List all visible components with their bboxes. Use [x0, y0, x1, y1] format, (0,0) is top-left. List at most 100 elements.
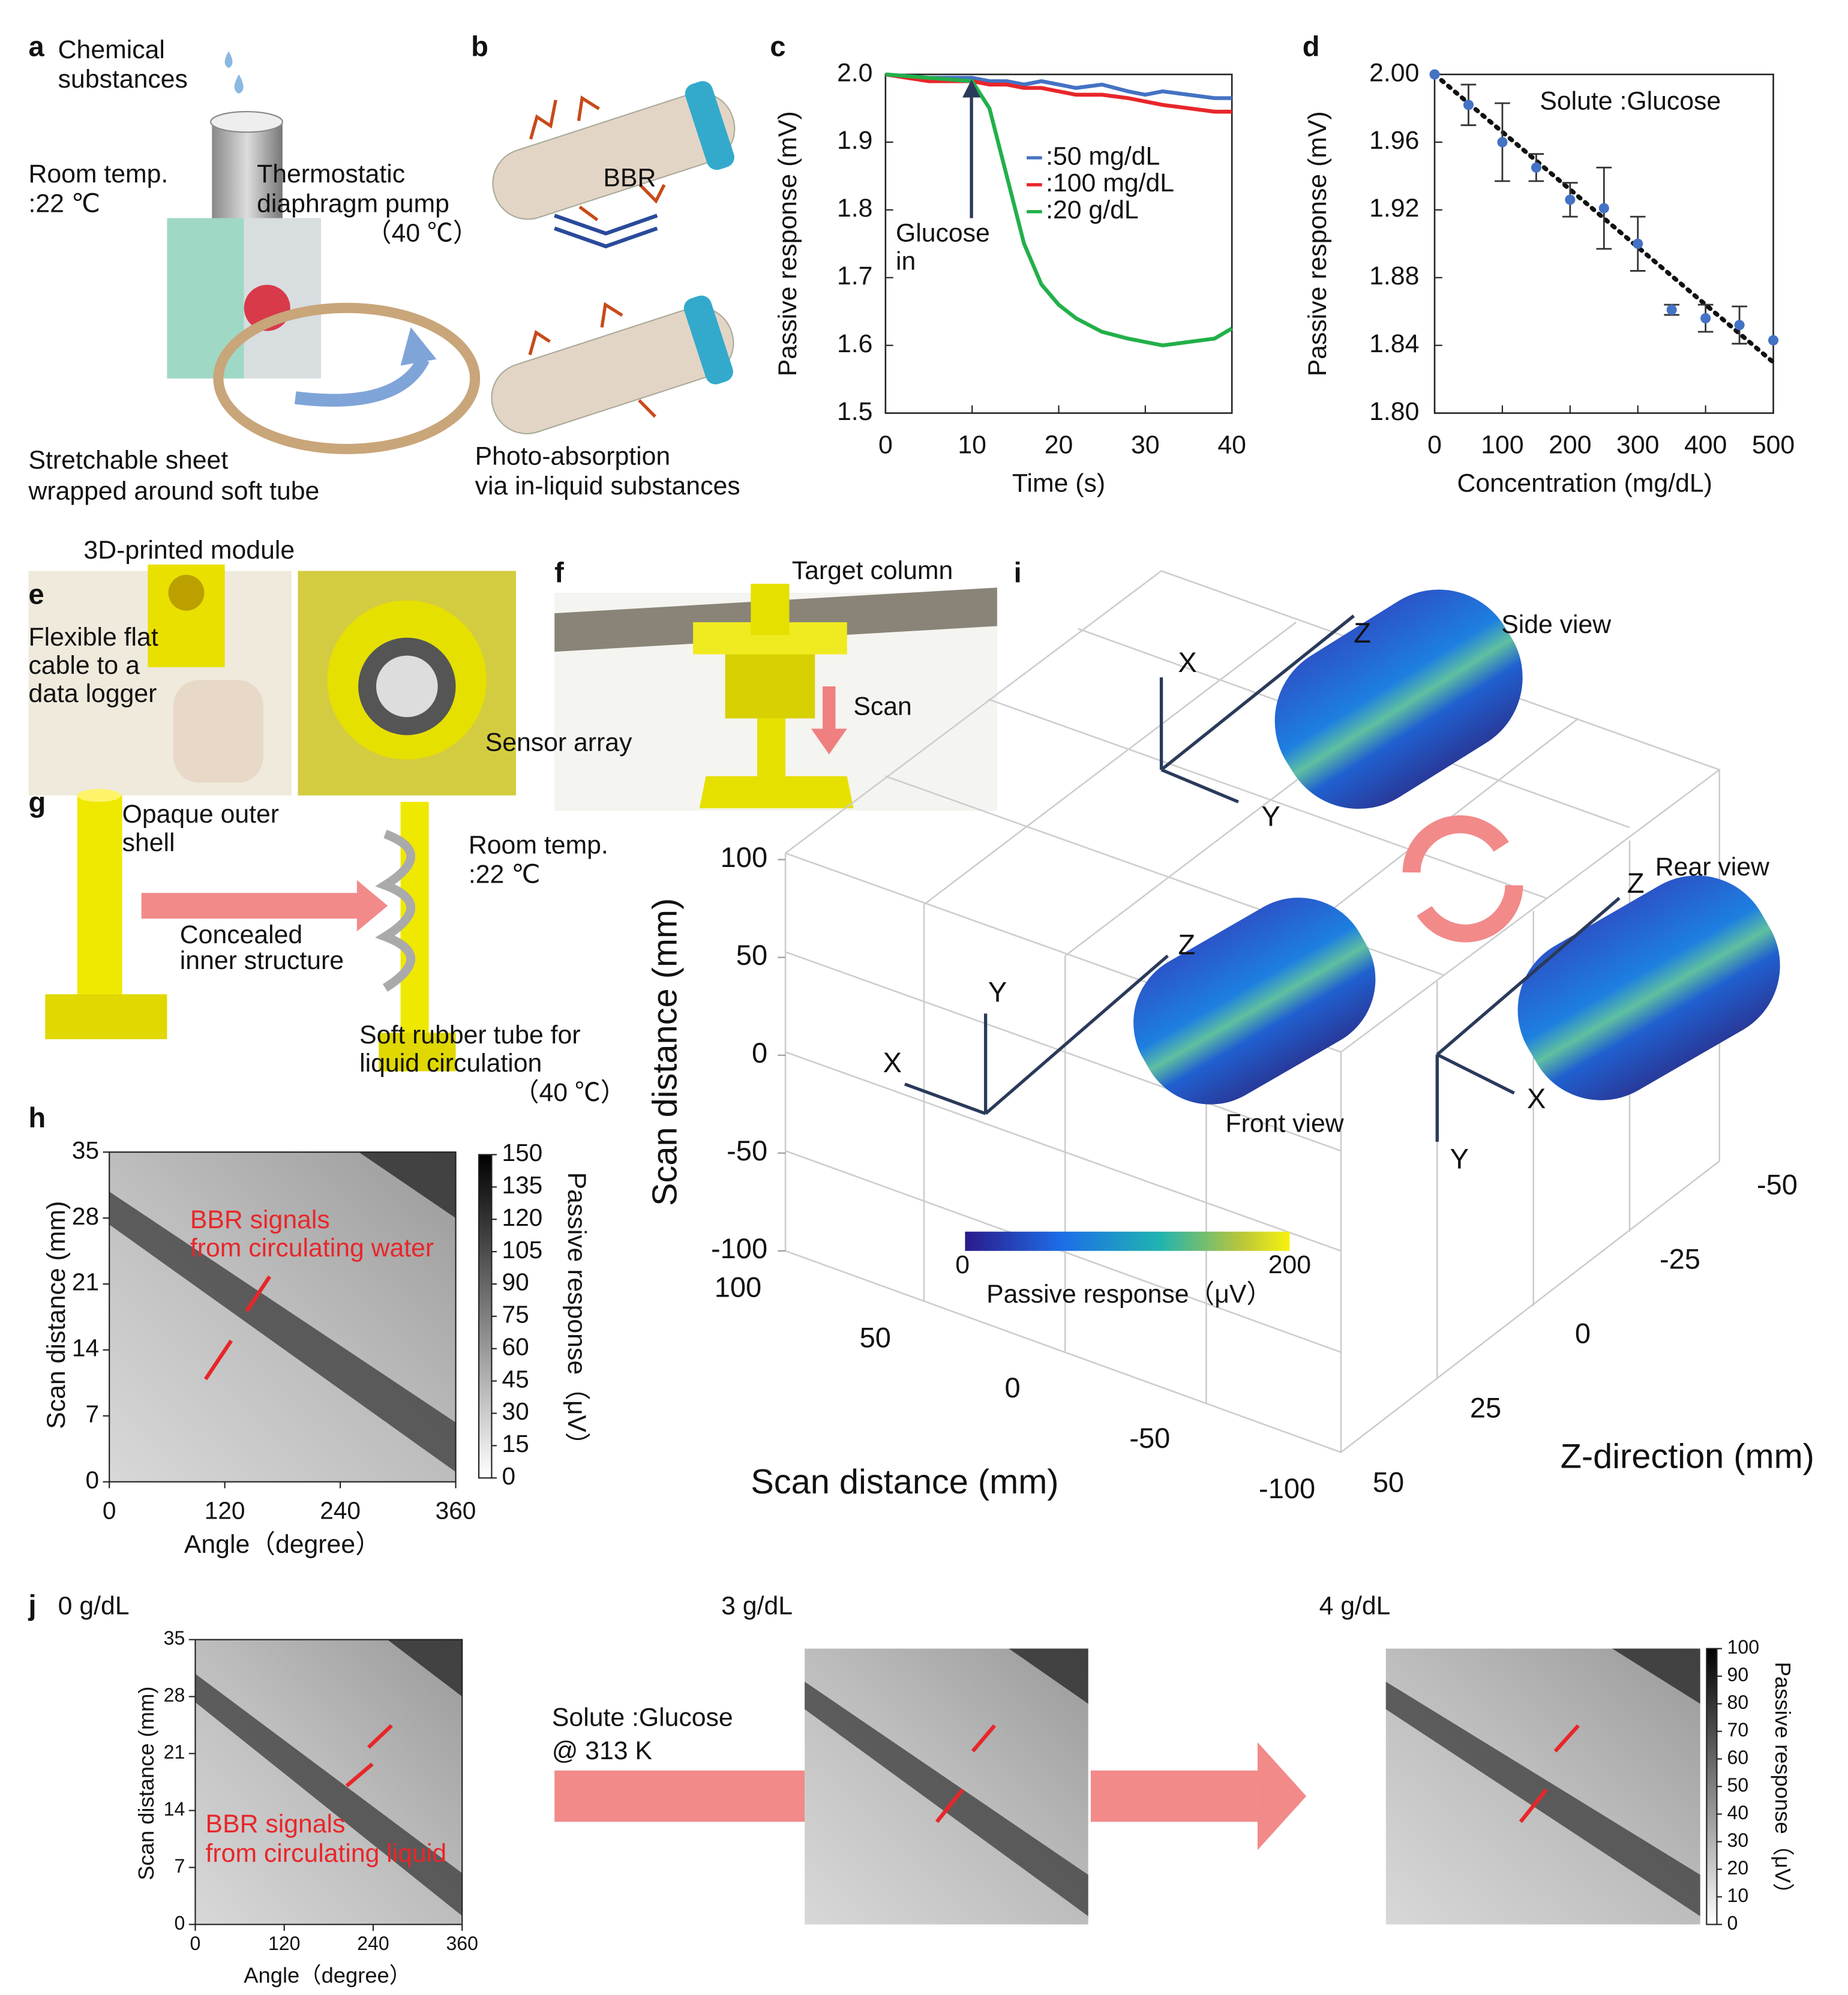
legend-label: :100 mg/dL [1046, 169, 1174, 197]
y-tick-label: 7 [86, 1400, 100, 1428]
axis-letter: Z [1354, 617, 1371, 649]
data-point [1429, 69, 1440, 80]
annotation: BBR signals [190, 1205, 330, 1234]
axis-title: Scan distance (mm) [134, 1687, 158, 1880]
colorbar-tick-label: 150 [502, 1139, 543, 1166]
label: 4 g/dL [1319, 1592, 1391, 1621]
x-tick-label: 20 [1045, 430, 1073, 459]
axis-title: Angle（degree） [244, 1963, 411, 1988]
annotation: BBR signals [206, 1810, 346, 1838]
colorbar-tick-label: 100 [1727, 1636, 1760, 1658]
x-tick-label: 200 [1549, 430, 1591, 459]
x-tick-label: 500 [1752, 430, 1795, 459]
panel-label: i [1014, 556, 1022, 588]
x-tick-label: 0 [190, 1933, 201, 1954]
legend-label: :20 g/dL [1046, 196, 1139, 224]
label: Sensor array [485, 728, 632, 757]
y-tick-label: 35 [164, 1627, 185, 1649]
colorbar-tick-label: 40 [1727, 1802, 1749, 1823]
data-point [1497, 137, 1508, 148]
tick-label: -100 [711, 1232, 767, 1264]
panel-label: f [554, 556, 564, 588]
colorbar-tick-label: 200 [1268, 1250, 1311, 1279]
label: @ 313 K [552, 1736, 652, 1765]
x-tick-label: 400 [1684, 430, 1727, 459]
colorbar-tick-label: 15 [502, 1430, 529, 1457]
panel-label: b [471, 31, 488, 62]
label: Photo-absorption [475, 442, 671, 471]
colorbar-tick-label: 75 [502, 1301, 529, 1328]
panel-i-cylinders [904, 589, 1780, 1142]
label: 3 g/dL [721, 1592, 793, 1621]
label: inner structure [180, 946, 344, 975]
axis-title: Passive response (mV) [1303, 111, 1332, 376]
x-tick-label: 360 [446, 1933, 478, 1954]
panel-g-drawing [45, 789, 456, 1072]
legend-label: :50 mg/dL [1046, 142, 1160, 170]
x-tick-label: 30 [1131, 430, 1160, 459]
annotation-arrow [203, 1275, 272, 1381]
annotation: Solute :Glucose [1540, 86, 1721, 115]
data-point [1700, 313, 1711, 324]
colorbar-tick-label: 0 [955, 1250, 970, 1279]
axis-letter: Y [1450, 1143, 1469, 1175]
x-tick-label: 0 [103, 1497, 116, 1525]
line-series [885, 72, 1232, 100]
panel-label: h [28, 1102, 46, 1133]
colorbar-tick-label: 50 [1727, 1774, 1749, 1796]
line-series [885, 72, 1233, 347]
colorbar-tick-label: 120 [502, 1204, 543, 1231]
y-tick-label: 21 [72, 1268, 99, 1296]
colorbar-tick-label: 80 [1727, 1691, 1749, 1713]
annotation: Glucose [896, 219, 990, 248]
tick-label: 50 [736, 939, 767, 971]
colorbar-tick-label: 90 [502, 1268, 529, 1296]
label: Solute :Glucose [552, 1703, 733, 1732]
heatmap-band [387, 1639, 463, 1697]
colorbar-tick-label: 60 [502, 1333, 529, 1360]
axis-title: Z-direction (mm) [1561, 1437, 1814, 1475]
panel-label: a [28, 31, 44, 62]
colorbar [965, 1231, 1290, 1251]
label: via in-liquid substances [475, 472, 740, 500]
label: substances [58, 65, 188, 94]
tick-label: 25 [1470, 1391, 1501, 1423]
annotation: from circulating liquid [206, 1839, 447, 1868]
axis-letter: X [1178, 646, 1196, 678]
label: data logger [28, 679, 157, 708]
y-tick-label: 7 [175, 1855, 185, 1877]
colorbar-title: Passive response（μV） [1771, 1662, 1795, 1905]
view-label: Front view [1225, 1109, 1343, 1138]
y-tick-label: 1.5 [837, 397, 872, 426]
x-tick-label: 100 [1481, 430, 1523, 459]
x-tick-label: 360 [436, 1497, 476, 1525]
y-tick-label: 0 [86, 1466, 100, 1493]
axis-letter: Z [1178, 928, 1195, 960]
x-tick-label: 40 [1217, 430, 1246, 459]
x-tick-label: 240 [320, 1497, 361, 1525]
y-tick-label: 1.8 [837, 194, 872, 223]
label: Thermostatic [257, 160, 405, 188]
label: Target column [792, 556, 953, 585]
panel-b-drawing [491, 81, 736, 434]
axis-title: Scan distance (mm) [751, 1463, 1058, 1501]
panel-a-drawing [167, 51, 481, 454]
y-tick-label: 1.84 [1369, 329, 1419, 358]
plot-frame [109, 1151, 457, 1483]
label: Opaque outer [122, 800, 279, 829]
colorbar-tick-label: 70 [1727, 1719, 1749, 1741]
y-tick-label: 2.0 [837, 58, 872, 87]
heatmap-band [195, 1673, 463, 1916]
label: 0 g/dL [58, 1592, 130, 1621]
line-series [885, 72, 1232, 114]
x-tick-label: 240 [357, 1933, 389, 1954]
colorbar-tick-label: 90 [1727, 1664, 1749, 1685]
y-tick-label: 1.7 [837, 262, 872, 290]
panel-j-arrows [554, 1742, 1307, 1850]
colorbar [1706, 1648, 1718, 1925]
annotation-arrowhead [962, 79, 981, 98]
label: :22 ℃ [469, 860, 540, 889]
data-point [1734, 320, 1745, 331]
y-tick-label: 1.92 [1369, 194, 1419, 223]
